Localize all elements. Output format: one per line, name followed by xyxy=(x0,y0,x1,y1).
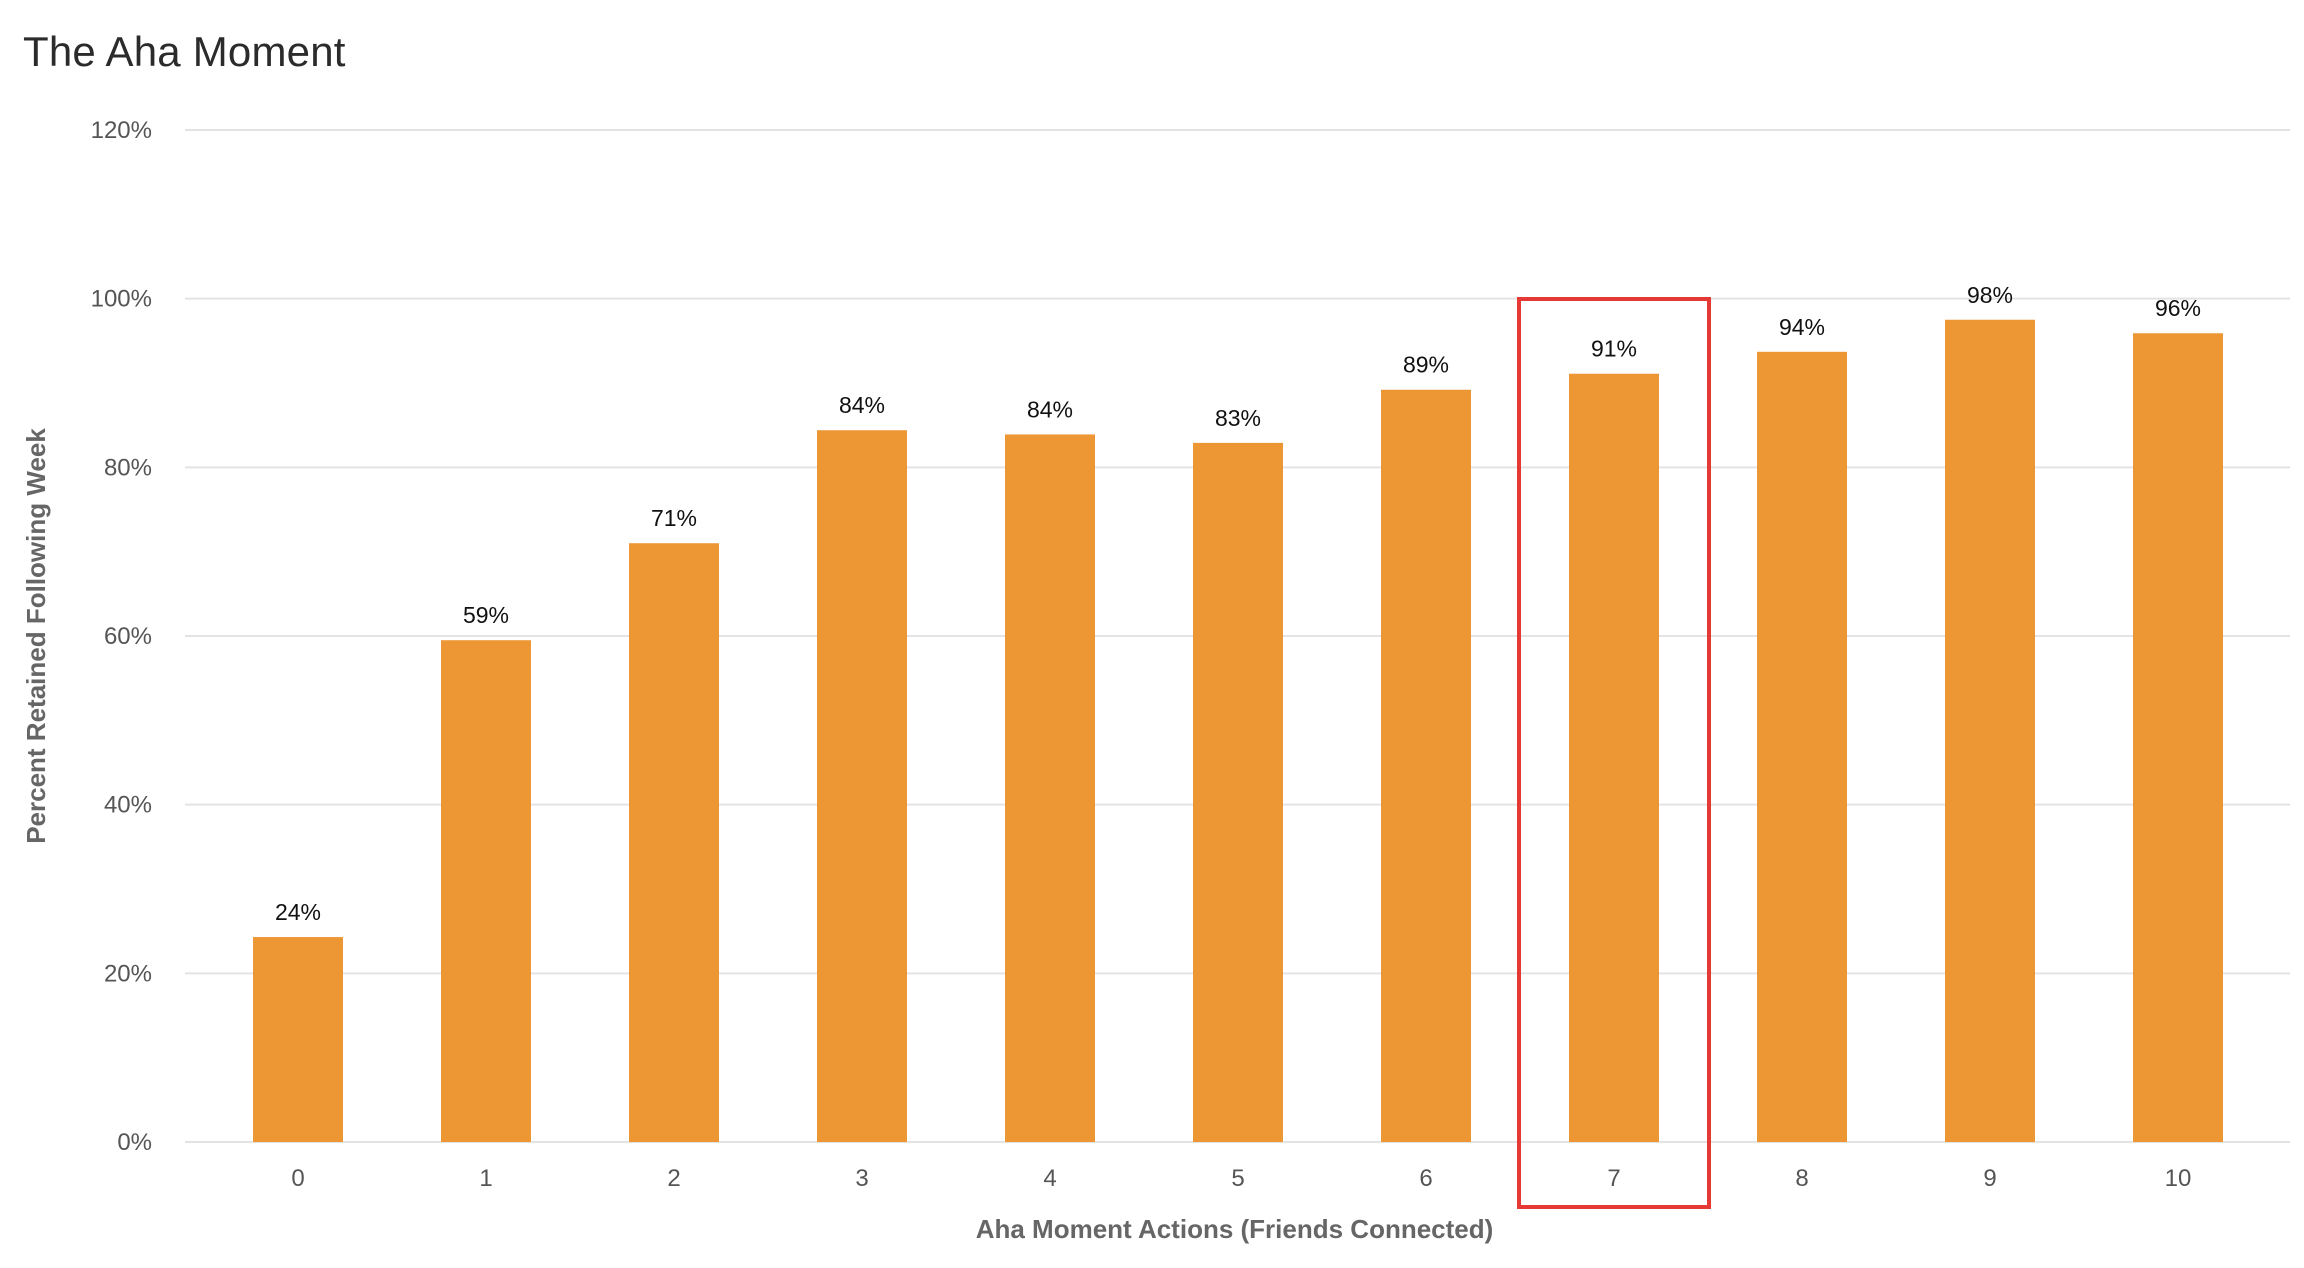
data-label: 94% xyxy=(1779,314,1825,340)
y-tick-label: 120% xyxy=(91,117,152,144)
bar xyxy=(1945,319,2035,1142)
data-label: 89% xyxy=(1403,352,1449,378)
x-tick-label: 2 xyxy=(667,1165,680,1192)
y-axis-title: Percent Retained Following Week xyxy=(21,428,51,844)
data-label: 24% xyxy=(275,899,321,925)
y-tick-label: 80% xyxy=(104,454,152,481)
data-label: 84% xyxy=(1027,396,1073,422)
y-tick-label: 20% xyxy=(104,960,152,987)
highlight-box xyxy=(1517,297,1711,1209)
bar xyxy=(817,430,907,1142)
bars xyxy=(253,319,2223,1143)
x-axis-ticks: 0 1 2 3 4 5 6 7 8 9 10 xyxy=(291,1165,2191,1192)
x-tick-label: 6 xyxy=(1419,1165,1432,1192)
x-tick-label: 3 xyxy=(855,1165,868,1192)
bar xyxy=(2133,333,2223,1142)
data-label: 98% xyxy=(1967,282,2013,308)
bar xyxy=(1569,373,1659,1142)
x-tick-label: 4 xyxy=(1043,1165,1056,1192)
data-label: 83% xyxy=(1215,405,1261,431)
bar xyxy=(1757,351,1847,1143)
bar xyxy=(1381,389,1471,1142)
data-label: 84% xyxy=(839,392,885,418)
bar xyxy=(253,937,343,1142)
x-tick-label: 7 xyxy=(1607,1165,1620,1192)
x-tick-label: 0 xyxy=(291,1165,304,1192)
y-tick-label: 100% xyxy=(91,286,152,313)
bar xyxy=(441,640,531,1142)
bar xyxy=(629,543,719,1142)
chart-title: The Aha Moment xyxy=(23,28,346,75)
y-axis-ticks: 0% 20% 40% 60% 80% 100% 120% xyxy=(91,117,152,1156)
data-labels: 24% 59% 71% 84% 84% 83% 89% 91% 94% 98% 96% xyxy=(275,282,2201,925)
y-tick-label: 0% xyxy=(117,1129,152,1156)
data-label: 96% xyxy=(2155,295,2201,321)
x-tick-label: 5 xyxy=(1231,1165,1244,1192)
data-label: 91% xyxy=(1591,336,1637,362)
data-label: 59% xyxy=(463,602,509,628)
x-tick-label: 8 xyxy=(1795,1165,1808,1192)
x-axis-title: Aha Moment Actions (Friends Connected) xyxy=(976,1214,1494,1244)
y-tick-label: 40% xyxy=(104,792,152,819)
x-tick-label: 9 xyxy=(1983,1165,1996,1192)
x-tick-label: 10 xyxy=(2165,1165,2192,1192)
x-tick-label: 1 xyxy=(479,1165,492,1192)
highlight-layer xyxy=(1517,297,1711,1209)
y-tick-label: 60% xyxy=(104,623,152,650)
data-label: 71% xyxy=(651,505,697,531)
bar xyxy=(1005,434,1095,1142)
bar xyxy=(1193,442,1283,1142)
